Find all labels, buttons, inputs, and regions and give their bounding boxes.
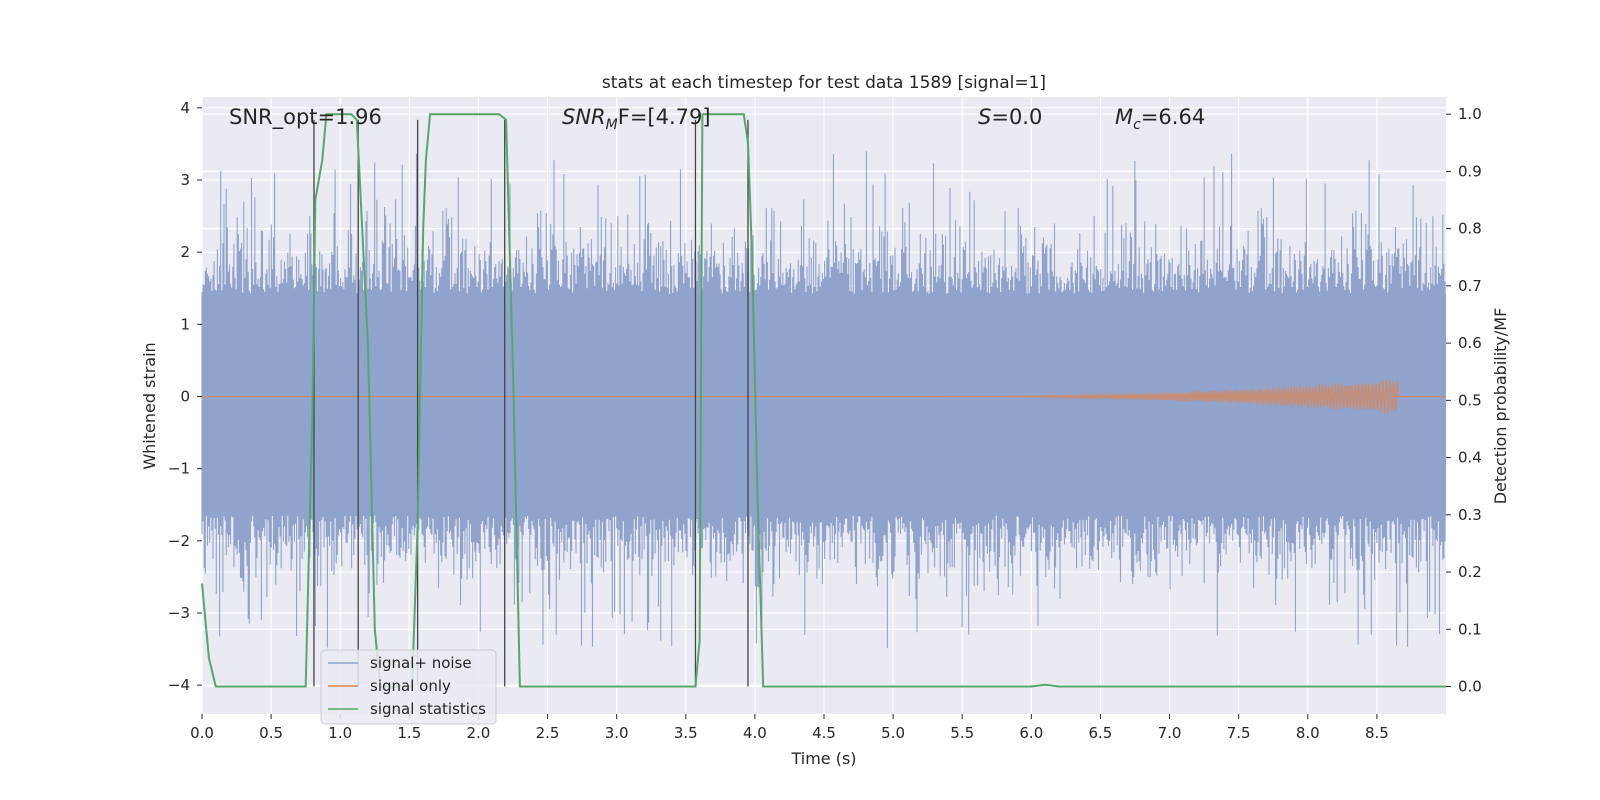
x-tick-label: 2.0 — [467, 724, 491, 742]
x-tick-label: 8.5 — [1365, 724, 1389, 742]
y-tick-label: −4 — [168, 676, 190, 694]
annotation-snr-mf: SNRMF=[4.79] — [562, 105, 711, 133]
x-tick-label: 0.5 — [259, 724, 283, 742]
y2-tick-label: 0.9 — [1458, 162, 1482, 180]
y-tick-label: −3 — [168, 604, 190, 622]
y2-tick-label: 0.1 — [1458, 620, 1482, 638]
x-tick-label: 6.0 — [1019, 724, 1043, 742]
y-tick-label: 2 — [180, 243, 190, 261]
y-tick-label: 3 — [180, 171, 190, 189]
x-axis-label: Time (s) — [790, 749, 856, 768]
x-tick-label: 4.0 — [743, 724, 767, 742]
y2-tick-label: 1.0 — [1458, 105, 1482, 123]
y-tick-label: −1 — [168, 460, 190, 478]
signal-only-series — [202, 379, 1446, 414]
chart-title: stats at each timestep for test data 158… — [602, 73, 1046, 93]
legend-label-signal: signal only — [370, 677, 451, 695]
marker-lines — [313, 119, 749, 687]
x-tick-label: 1.5 — [397, 724, 421, 742]
y2-axis-label: Detection probability/MF — [1491, 308, 1510, 505]
annotation-snr-mf-base: SNR — [562, 105, 606, 129]
y-tick-label: 4 — [180, 99, 190, 117]
signal-trace — [202, 379, 1446, 414]
y2-tick-label: 0.0 — [1458, 678, 1482, 696]
annotation-mc-rest: =6.64 — [1141, 105, 1205, 129]
annotation-s-base: S — [978, 105, 991, 129]
x-tick-label: 6.5 — [1089, 724, 1113, 742]
y2-tick-label: 0.3 — [1458, 506, 1482, 524]
annotation-snr-mf-rest: F=[4.79] — [618, 105, 711, 129]
legend-label-noise: signal+ noise — [370, 654, 472, 672]
annotation-snr-opt: SNR_opt=1.96 — [229, 105, 382, 130]
x-tick-label: 7.5 — [1227, 724, 1251, 742]
legend: signal+ noise signal only signal statist… — [320, 649, 497, 725]
x-tick-label: 1.0 — [328, 724, 352, 742]
y2-tick-label: 0.5 — [1458, 391, 1482, 409]
x-tick-label: 5.0 — [881, 724, 905, 742]
statistics-series — [201, 113, 1446, 688]
noise-series — [201, 151, 1446, 648]
annotation-mc-base: M — [1115, 105, 1133, 129]
x-tick-label: 2.5 — [536, 724, 560, 742]
y-tick-label: 0 — [180, 387, 190, 405]
y2-tick-label: 0.8 — [1458, 220, 1482, 238]
legend-box — [320, 649, 497, 725]
x-tick-label: 8.0 — [1296, 724, 1320, 742]
annotation-snr-mf-sub: M — [606, 117, 618, 133]
x-tick-label: 4.5 — [812, 724, 836, 742]
x-tick-label: 7.0 — [1158, 724, 1182, 742]
x-tick-label: 3.0 — [605, 724, 629, 742]
statistics-line — [201, 113, 1446, 688]
x-tick-label: 0.0 — [190, 724, 214, 742]
annotation-mc: Mc=6.64 — [1115, 105, 1205, 133]
x-tick-label: 5.5 — [950, 724, 974, 742]
y2-tick-label: 0.6 — [1458, 334, 1482, 352]
y2-tick-label: 0.7 — [1458, 277, 1482, 295]
y2-axis-ticks: 1.0 0.9 0.8 0.7 0.6 0.5 0.4 0.3 0.2 0.1 0.0 — [1446, 105, 1482, 696]
annotation-s: S=0.0 — [978, 105, 1042, 129]
y2-tick-label: 0.4 — [1458, 449, 1482, 467]
x-axis-ticks: 0.0 0.5 1.0 1.5 2.0 2.5 3.0 3.5 4.0 4.5 5.0 5.5 6.0 6… — [190, 714, 1389, 742]
y2-tick-label: 0.2 — [1458, 563, 1482, 581]
annotation-s-rest: =0.0 — [991, 105, 1042, 129]
x-tick-label: 3.5 — [674, 724, 698, 742]
legend-label-statistics: signal statistics — [370, 700, 486, 718]
y-axis-label: Whitened strain — [140, 342, 159, 469]
y-axis-ticks: 4 3 2 1 0 −1 −2 −3 −4 — [168, 99, 202, 694]
annotation-mc-sub: c — [1133, 117, 1141, 133]
y-tick-label: 1 — [180, 315, 190, 333]
y-tick-label: −2 — [168, 532, 190, 550]
